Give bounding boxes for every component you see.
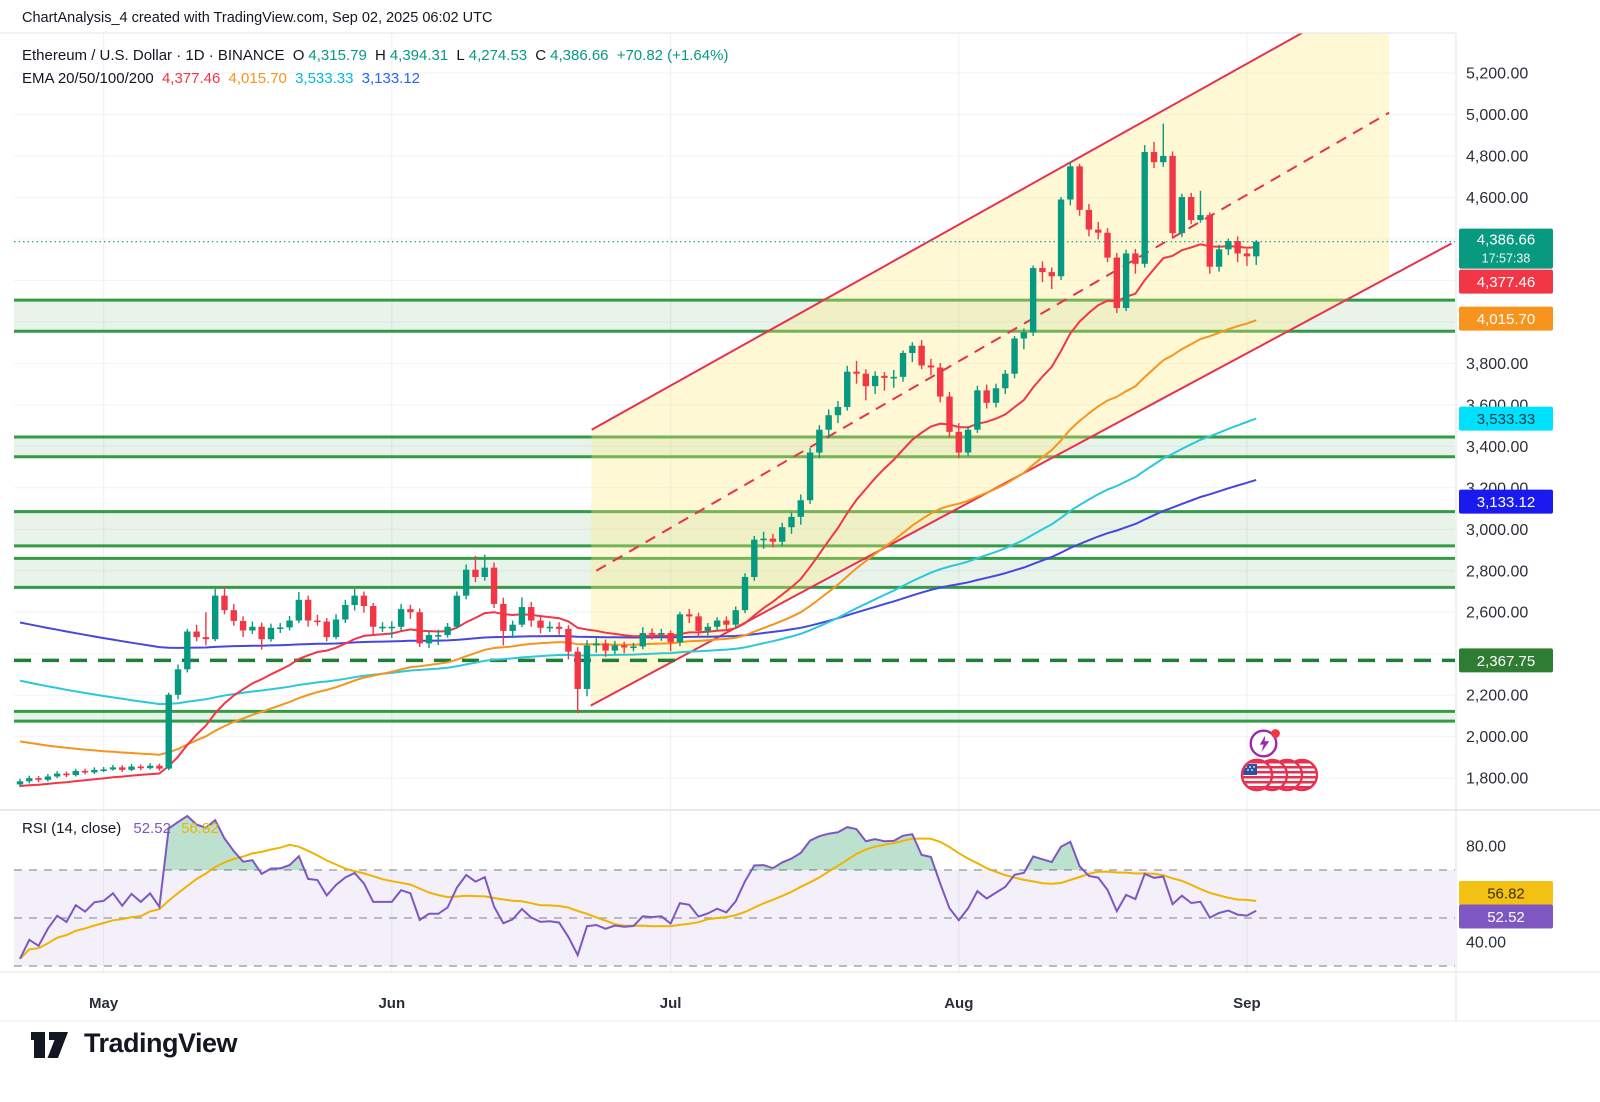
chart-annotation-header: ChartAnalysis_4 created with TradingView… [22,10,493,26]
svg-text:40.00: 40.00 [1466,935,1506,952]
svg-text:5,000.00: 5,000.00 [1466,107,1528,124]
ema-legend: EMA 20/50/100/200 4,377.46 4,015.70 3,53… [22,70,424,87]
ema50-badge [1459,306,1553,331]
svg-text:52.52: 52.52 [1487,909,1525,926]
ema100-line [19,417,1257,706]
svg-text:Jun: Jun [378,995,405,1012]
svg-text:Aug: Aug [944,995,973,1012]
lightning-event-icon[interactable] [1248,726,1282,760]
svg-text:Jul: Jul [660,995,682,1012]
svg-text:2,800.00: 2,800.00 [1466,563,1528,580]
ema100-badge [1459,406,1553,431]
svg-text:4,377.46: 4,377.46 [1477,274,1535,291]
ohlc-open-label: O [292,47,305,64]
svg-text:3,800.00: 3,800.00 [1466,356,1528,373]
ohlc-close-label: C [535,47,547,64]
svg-text:1,800.00: 1,800.00 [1466,771,1528,788]
ohlc-close-value: 4,386.66 [550,47,609,64]
svg-text:17:57:38: 17:57:38 [1482,252,1531,266]
price-axis-hitbox[interactable] [1456,33,1600,972]
price-pane-hitbox[interactable] [14,33,1455,810]
ema200-line [19,478,1257,649]
tradingview-logo[interactable]: TradingView [28,1024,238,1062]
support-resistance-zones [14,298,1455,723]
rsi-ma-value: 56.82 [181,820,219,837]
ohlc-change-value: +70.82 (+1.64%) [616,47,729,64]
tradingview-logo-icon [31,1032,68,1058]
ema-lines-layer [19,243,1257,787]
rsi-value: 52.52 [133,820,171,837]
usd-flag-coins-icon[interactable] [1238,756,1322,794]
ohlc-low-value: 4,274.53 [468,47,528,64]
time-axis-hitbox[interactable] [14,972,1455,1020]
rsi-pane [14,869,1455,967]
symbol-title[interactable]: Ethereum / U.S. Dollar · 1D · BINANCE [22,47,285,64]
rsi-curves [19,814,1257,960]
rsi-ma-line [19,837,1257,960]
ema20-line [19,243,1257,787]
svg-text:Sep: Sep [1233,995,1261,1012]
ohlc-high-value: 4,394.31 [389,47,449,64]
svg-text:4,800.00: 4,800.00 [1466,148,1528,165]
svg-text:3,533.33: 3,533.33 [1477,411,1535,428]
ohlc-open-value: 4,315.79 [308,47,367,64]
rsi-badge [1459,904,1553,929]
price-axis-labels: 5,200.00 5,000.00 4,800.00 4,600.00 3,800.00… [1466,66,1528,952]
svg-text:3,400.00: 3,400.00 [1466,439,1528,456]
svg-text:4,600.00: 4,600.00 [1466,190,1528,207]
svg-text:80.00: 80.00 [1466,839,1506,856]
pane-separators [0,32,1600,1022]
svg-text:5,200.00: 5,200.00 [1466,66,1528,83]
ohlc-high-label: H [374,47,386,64]
grid-layer [14,33,1455,972]
rsi-legend: RSI (14, close) 52.52 56.82 [22,820,219,837]
ema50-value: 4,015.70 [228,70,287,87]
svg-text:4,386.66: 4,386.66 [1477,232,1535,249]
ema20-value: 4,377.46 [161,70,221,87]
svg-text:2,367.75: 2,367.75 [1477,653,1535,670]
rsi-ma-badge [1459,881,1553,905]
ohlc-low-label: L [456,47,465,64]
ema-legend-label[interactable]: EMA 20/50/100/200 [22,70,154,87]
ema200-badge [1459,489,1553,514]
svg-text:2,200.00: 2,200.00 [1466,688,1528,705]
last-price [1459,228,1553,269]
svg-text:3,133.12: 3,133.12 [1477,494,1535,511]
level-badge [1459,648,1553,673]
price-axis-badges: 4,386.66 17:57:38 4,377.46 4,015.70 3,533.33… [1459,228,1553,929]
ema100-value: 3,533.33 [295,70,354,87]
ema20-badge [1459,269,1553,294]
tradingview-wordmark: TradingView [84,1027,238,1058]
svg-text:May: May [89,995,119,1012]
svg-text:56.82: 56.82 [1487,886,1525,903]
ema50-line [19,319,1257,756]
svg-text:2,600.00: 2,600.00 [1466,605,1528,622]
rsi-line [19,814,1257,960]
rsi-pane-hitbox[interactable] [14,811,1455,972]
svg-text:2,000.00: 2,000.00 [1466,729,1528,746]
rsi-legend-label[interactable]: RSI (14, close) [22,820,122,837]
svg-text:4,015.70: 4,015.70 [1477,311,1535,328]
candles-layer [16,123,1260,788]
svg-text:3,000.00: 3,000.00 [1466,522,1528,539]
time-axis-labels: May Jun Jul Aug Sep [89,995,1261,1012]
ema200-value: 3,133.12 [361,70,421,87]
